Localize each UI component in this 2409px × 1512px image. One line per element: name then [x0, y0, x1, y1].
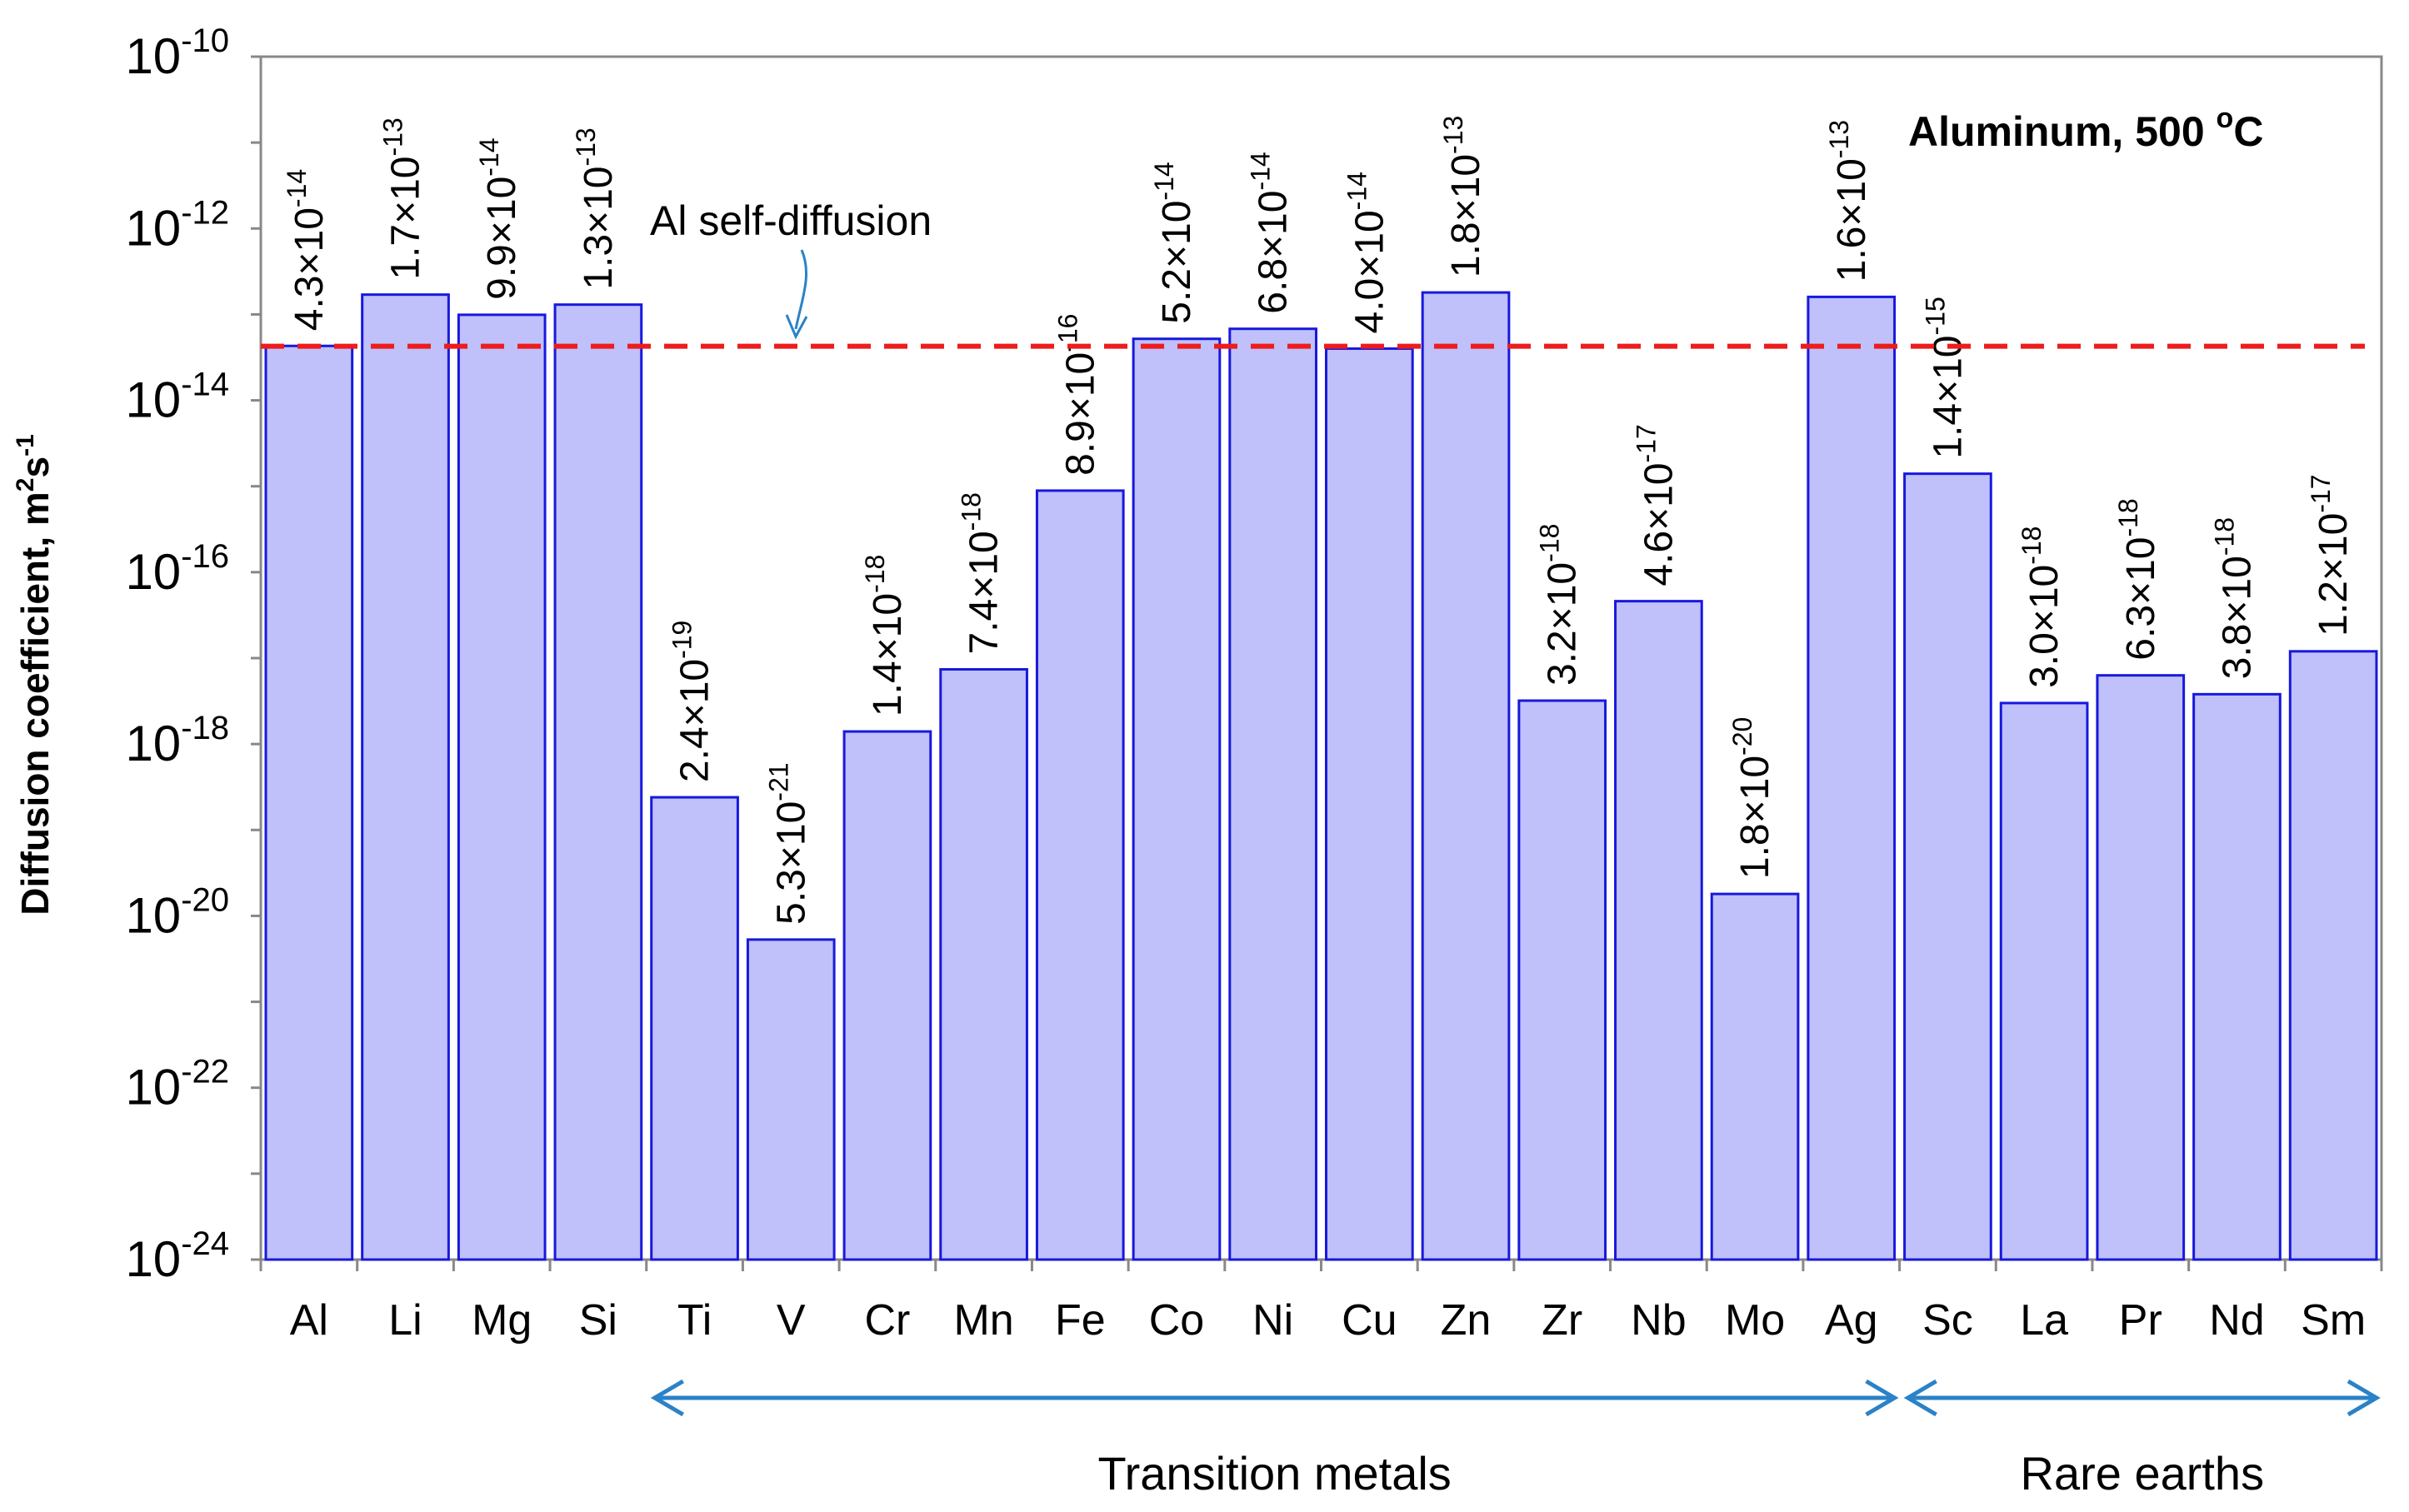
y-tick-label: 10-22 — [125, 1054, 229, 1115]
x-tick-label-mo: Mo — [1725, 1296, 1785, 1345]
group-arrow-head-right — [1865, 1379, 1899, 1417]
bar-value-label-al: 4.3×10-14 — [282, 169, 332, 331]
bar-ag — [1807, 295, 1897, 1261]
callout-arrow-head — [785, 314, 808, 340]
bar-value-label-sm: 1.2×10-17 — [2306, 474, 2356, 636]
bar-value-label-li: 1.7×10-13 — [378, 117, 428, 279]
bar-value-label-cu: 4.0×10-14 — [1342, 172, 1392, 333]
bar-value-label-v: 5.3×10-21 — [763, 762, 813, 924]
bar-value-label-ti: 2.4×10-19 — [667, 621, 717, 782]
x-tick-label-mg: Mg — [472, 1296, 532, 1345]
x-tick-label-sc: Sc — [1922, 1296, 1973, 1345]
x-tick-label-pr: Pr — [2119, 1296, 2162, 1345]
x-tick-label-li: Li — [388, 1296, 422, 1345]
x-tick-label-al: Al — [290, 1296, 328, 1345]
callout-arrow — [794, 249, 807, 330]
y-axis-label: Diffusion coefficient, m2s-1 — [12, 434, 57, 916]
x-tick-label-zn: Zn — [1441, 1296, 1492, 1345]
y-tick-label: 10-18 — [125, 710, 229, 771]
y-tick-label: 10-12 — [125, 194, 229, 256]
x-tick-label-ni: Ni — [1252, 1296, 1293, 1345]
bar-value-label-ni: 6.8×10-14 — [1246, 152, 1296, 313]
bar-si — [553, 303, 643, 1261]
y-axis: 10-10 10-12 10-14 10-16 10-18 10-20 10-22 10-24 — [125, 22, 261, 1287]
bar-value-label-pr: 6.3×10-18 — [2113, 498, 2163, 660]
bar-co — [1132, 337, 1222, 1261]
x-tick-label-cr: Cr — [864, 1296, 910, 1345]
bar-value-label-nd: 3.8×10-18 — [2209, 517, 2259, 679]
bar-sm — [2288, 650, 2378, 1261]
reference-line-group: Al self-diffusion — [261, 197, 2365, 349]
bar-value-label-co: 5.2×10-14 — [1149, 162, 1199, 323]
bar-v — [746, 938, 836, 1261]
x-axis: Al Li Mg Si Ti V Cr Mn Fe Co Ni Cu Zn Zr Nb Mo Ag Sc La Pr N… — [259, 1260, 2383, 1345]
x-tick-label-ag: Ag — [1825, 1296, 1878, 1345]
bar-zn — [1421, 291, 1511, 1261]
bar-value-label-mo: 1.8×10-20 — [1727, 717, 1777, 879]
bars — [264, 291, 2378, 1261]
bar-value-label-fe: 8.9×10-16 — [1052, 314, 1102, 476]
chart-title: Aluminum, 500 oC — [1908, 102, 2263, 155]
x-tick-label-zr: Zr — [1542, 1296, 1582, 1345]
group-label: Rare earths — [2021, 1447, 2265, 1500]
bar-fe — [1035, 489, 1125, 1261]
bar-zr — [1517, 699, 1607, 1261]
bar-sc — [1903, 472, 1992, 1261]
x-tick-label-nb: Nb — [1631, 1296, 1686, 1345]
x-tick-label-la: La — [2020, 1296, 2068, 1345]
y-tick-label: 10-10 — [125, 22, 229, 84]
x-tick-label-co: Co — [1149, 1296, 1204, 1345]
x-tick-label-sm: Sm — [2301, 1296, 2366, 1345]
bar-cr — [842, 730, 932, 1261]
bar-value-label-zn: 1.8×10-13 — [1438, 116, 1488, 277]
bar-value-label-la: 3.0×10-18 — [2017, 526, 2067, 688]
bar-value-label-ag: 1.6×10-13 — [1824, 120, 1874, 282]
x-tick-label-fe: Fe — [1055, 1296, 1106, 1345]
bar-value-labels: 4.3×10-14 1.7×10-13 9.9×10-14 1.3×10-13 2.4×… — [282, 116, 2356, 925]
bar-li — [361, 293, 450, 1261]
bar-value-label-si: 1.3×10-13 — [571, 127, 621, 289]
category-groups: Transition metals Rare earths — [650, 1379, 2381, 1500]
bar-value-label-cr: 1.4×10-18 — [860, 555, 910, 716]
bar-ti — [650, 796, 739, 1261]
bar-value-label-sc: 1.4×10-15 — [1920, 297, 1970, 458]
bar-nb — [1614, 600, 1703, 1261]
group-arrow-head-left — [650, 1379, 684, 1417]
x-tick-label-mn: Mn — [953, 1296, 1013, 1345]
bar-la — [1999, 701, 2089, 1261]
x-tick-label-v: V — [777, 1296, 806, 1345]
group-arrow-head-right — [2347, 1379, 2381, 1417]
y-tick-label: 10-14 — [125, 367, 229, 428]
group-arrow-head-left — [1903, 1379, 1937, 1417]
bar-al — [264, 344, 354, 1261]
bar-mg — [457, 313, 547, 1261]
bar-ni — [1228, 327, 1318, 1261]
bar-cu — [1325, 347, 1414, 1261]
group-label: Transition metals — [1098, 1447, 1452, 1500]
bar-pr — [2096, 674, 2186, 1261]
x-tick-label-si: Si — [579, 1296, 617, 1345]
bar-nd — [2192, 692, 2282, 1261]
al-self-diffusion-label: Al self-diffusion — [650, 197, 932, 244]
x-tick-label-ti: Ti — [677, 1296, 712, 1345]
y-tick-label: 10-20 — [125, 881, 229, 943]
y-tick-label: 10-24 — [125, 1225, 229, 1287]
x-tick-label-nd: Nd — [2209, 1296, 2264, 1345]
bar-mn — [939, 667, 1028, 1261]
bar-mo — [1710, 892, 1800, 1261]
bar-value-label-mn: 7.4×10-18 — [957, 492, 1007, 654]
bar-value-label-nb: 4.6×10-17 — [1631, 424, 1681, 586]
bar-value-label-zr: 3.2×10-18 — [1535, 524, 1585, 686]
y-tick-label: 10-16 — [125, 538, 229, 600]
bar-value-label-mg: 9.9×10-14 — [474, 137, 524, 299]
x-tick-label-cu: Cu — [1342, 1296, 1397, 1345]
